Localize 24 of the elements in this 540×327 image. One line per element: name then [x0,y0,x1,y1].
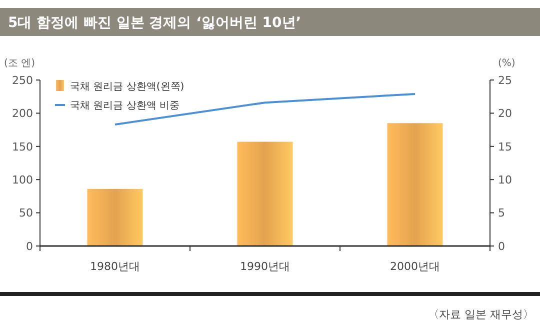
y-tick-label: 250 [12,74,33,87]
y-axis-title: (조 엔) [4,58,36,69]
y-tick-label: 150 [12,140,33,154]
bar [237,142,293,246]
bar [87,188,143,246]
x-tick-label: 1990년대 [240,260,290,273]
chart-title: 5대 함정에 빠진 일본 경제의 ‘잃어버린 10년’ [8,15,302,31]
y-tick-label: 50 [19,206,33,220]
legend-label: 국채 원리금 상환액 비중 [70,100,180,112]
bar [387,123,443,246]
text: 〈자료 일본 재무성〉 [428,308,534,321]
y2-tick-label: 10 [498,173,512,186]
y2-tick-label: 5 [498,206,505,220]
y-tick-label: 0 [26,240,33,253]
y-tick-label: 200 [12,107,33,120]
y2-tick-label: 15 [498,140,512,154]
y2-tick-label: 0 [498,240,505,253]
y2-axis-title: (%) [498,58,516,69]
x-tick-label: 1980년대 [90,260,140,273]
y2-tick-label: 20 [498,107,512,120]
y-tick-label: 100 [12,173,33,186]
x-tick-label: 2000년대 [390,260,440,273]
y2-tick-label: 25 [498,74,512,87]
legend-label: 국채 원리금 상환액(왼쪽) [70,82,184,92]
